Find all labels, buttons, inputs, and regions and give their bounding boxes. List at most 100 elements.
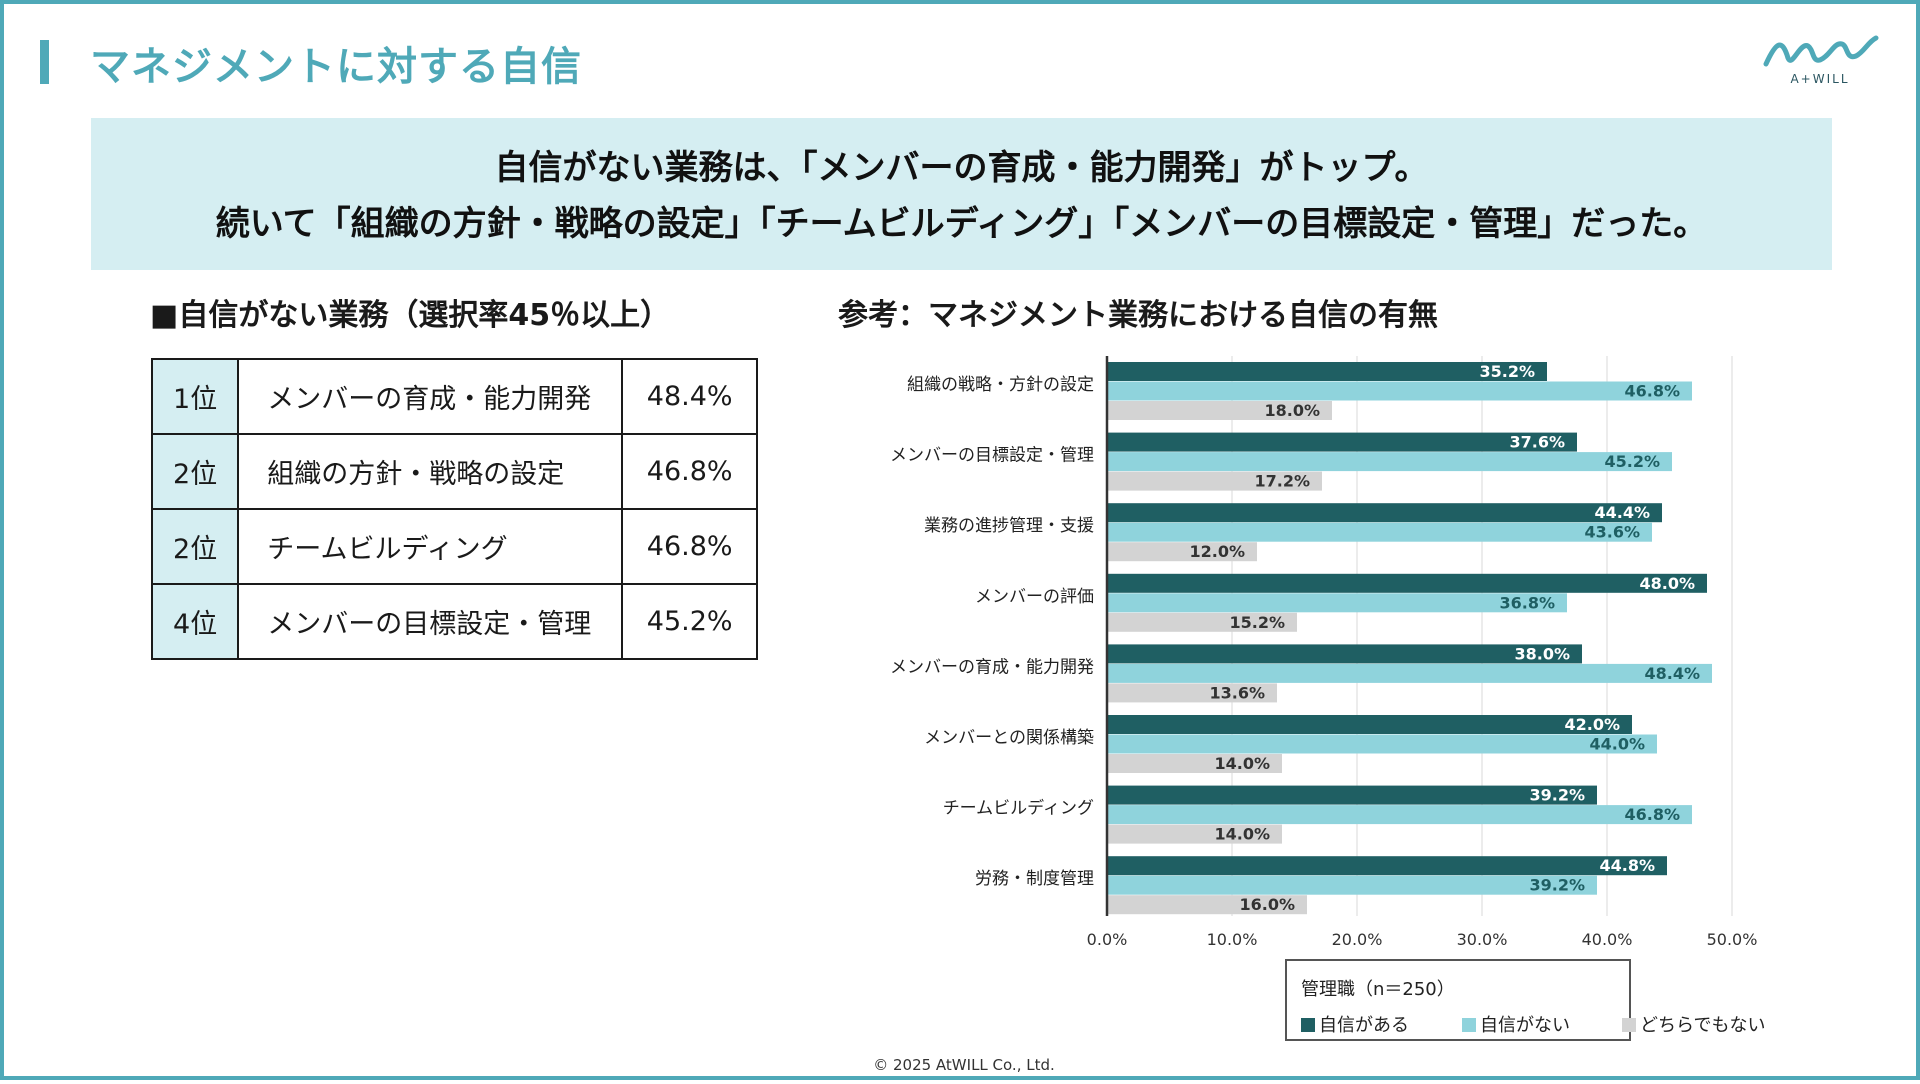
x-tick-label: 40.0%	[1582, 930, 1633, 949]
bar	[1107, 573, 1707, 593]
x-tick-label: 20.0%	[1332, 930, 1383, 949]
bar	[1107, 734, 1657, 754]
data-label: 39.2%	[1529, 876, 1585, 895]
bar	[1107, 824, 1282, 844]
data-label: 38.0%	[1514, 644, 1570, 663]
bar	[1107, 542, 1257, 562]
legend-label: どちらでもない	[1640, 1015, 1766, 1036]
x-tick-label: 0.0%	[1087, 930, 1128, 949]
rank-cell: 2位	[150, 508, 240, 585]
category-label: メンバーの育成・能力開発	[890, 657, 1094, 677]
data-label: 14.0%	[1214, 754, 1270, 773]
data-label: 36.8%	[1499, 593, 1555, 612]
data-label: 48.0%	[1639, 574, 1695, 593]
bar	[1107, 593, 1567, 613]
data-label: 12.0%	[1189, 542, 1245, 561]
bar	[1107, 401, 1332, 420]
data-label: 13.6%	[1209, 683, 1265, 702]
data-label: 35.2%	[1479, 362, 1535, 381]
ranking-table: 1位 メンバーの育成・能力開発 48.4% 2位 組織の方針・戦略の設定 46.…	[150, 358, 758, 660]
page-title: マネジメントに対する自信	[90, 44, 582, 90]
category-label: 労務・制度管理	[975, 869, 1094, 889]
rank-cell: 2位	[150, 433, 240, 510]
atwill-logo: A+WILL	[1760, 32, 1880, 88]
chart-legend: 管理職（n＝250） 自信がある 自信がない どちらでもない	[1285, 959, 1765, 1041]
category-label: メンバーとの関係構築	[924, 728, 1094, 748]
data-label: 48.4%	[1644, 664, 1700, 683]
x-tick-label: 30.0%	[1457, 930, 1508, 949]
task-cell: メンバーの育成・能力開発	[237, 358, 624, 435]
rank-cell: 4位	[150, 583, 240, 660]
bar	[1107, 895, 1307, 915]
legend-swatch	[1622, 1018, 1636, 1032]
category-label: メンバーの評価	[975, 587, 1094, 607]
data-label: 44.0%	[1589, 735, 1645, 754]
bar	[1107, 452, 1672, 472]
bar	[1107, 381, 1692, 401]
percent-cell: 46.8%	[621, 508, 758, 585]
copyright: © 2025 AtWILL Co., Ltd.	[873, 1056, 1055, 1074]
data-label: 15.2%	[1229, 613, 1285, 632]
bar	[1107, 875, 1597, 895]
bar	[1107, 785, 1597, 805]
task-cell: チームビルディング	[237, 508, 624, 585]
percent-cell: 45.2%	[621, 583, 758, 660]
table-row: 4位 メンバーの目標設定・管理 45.2%	[150, 583, 758, 660]
category-label: 業務の進捗管理・支援	[924, 516, 1094, 536]
data-label: 44.4%	[1594, 503, 1650, 522]
title-accent-bar	[40, 40, 49, 84]
summary-line-2: 続いて「組織の方針・戦略の設定」「チームビルディング」「メンバーの目標設定・管理…	[215, 204, 1708, 244]
data-label: 42.0%	[1564, 715, 1620, 734]
bar	[1107, 754, 1282, 773]
bar	[1107, 522, 1652, 542]
data-label: 16.0%	[1239, 895, 1295, 914]
bar	[1107, 471, 1322, 491]
data-label: 37.6%	[1509, 433, 1565, 452]
data-label: 14.0%	[1214, 825, 1270, 844]
bar	[1107, 683, 1277, 703]
data-label: 44.8%	[1599, 856, 1655, 875]
bar	[1107, 644, 1582, 664]
bar	[1107, 663, 1712, 683]
table-row: 1位 メンバーの育成・能力開発 48.4%	[150, 358, 758, 435]
data-label: 46.8%	[1624, 805, 1680, 824]
data-label: 39.2%	[1529, 786, 1585, 805]
data-label: 45.2%	[1604, 452, 1660, 471]
percent-cell: 46.8%	[621, 433, 758, 510]
category-label: 組織の戦略・方針の設定	[907, 375, 1094, 395]
summary-line-1: 自信がない業務は、「メンバーの育成・能力開発」がトップ。	[494, 148, 1429, 188]
bar	[1107, 362, 1547, 381]
bar	[1107, 432, 1577, 452]
bar	[1107, 715, 1632, 734]
legend-item-neutral: どちらでもない	[1622, 1011, 1765, 1037]
percent-cell: 48.4%	[621, 358, 758, 435]
bar	[1107, 856, 1667, 876]
bar	[1107, 805, 1692, 825]
category-label: メンバーの目標設定・管理	[890, 446, 1094, 466]
x-tick-label: 50.0%	[1707, 930, 1758, 949]
data-label: 43.6%	[1584, 523, 1640, 542]
legend-swatch	[1301, 1018, 1315, 1032]
data-label: 46.8%	[1624, 382, 1680, 401]
data-label: 17.2%	[1254, 472, 1310, 491]
x-tick-label: 10.0%	[1207, 930, 1258, 949]
legend-title: 管理職（n＝250）	[1301, 979, 1455, 1000]
legend-item-not-confident: 自信がない	[1462, 1011, 1570, 1037]
task-cell: メンバーの目標設定・管理	[237, 583, 624, 660]
logo-text: A+WILL	[1790, 72, 1850, 86]
table-row: 2位 チームビルディング 46.8%	[150, 508, 758, 585]
chart-heading: 参考：マネジメント業務における自信の有無	[838, 298, 1438, 333]
category-label: チームビルディング	[943, 798, 1094, 819]
data-label: 18.0%	[1264, 401, 1320, 420]
ranking-heading: ■自信がない業務（選択率45％以上）	[150, 298, 671, 333]
bar	[1107, 612, 1297, 632]
legend-label: 自信がない	[1480, 1015, 1570, 1036]
task-cell: 組織の方針・戦略の設定	[237, 433, 624, 510]
table-row: 2位 組織の方針・戦略の設定 46.8%	[150, 433, 758, 510]
summary-box: 自信がない業務は、「メンバーの育成・能力開発」がトップ。 続いて「組織の方針・戦…	[91, 118, 1832, 270]
legend-label: 自信がある	[1319, 1015, 1409, 1036]
logo-wave-icon	[1763, 35, 1879, 67]
legend-swatch	[1462, 1018, 1476, 1032]
rank-cell: 1位	[150, 358, 240, 435]
